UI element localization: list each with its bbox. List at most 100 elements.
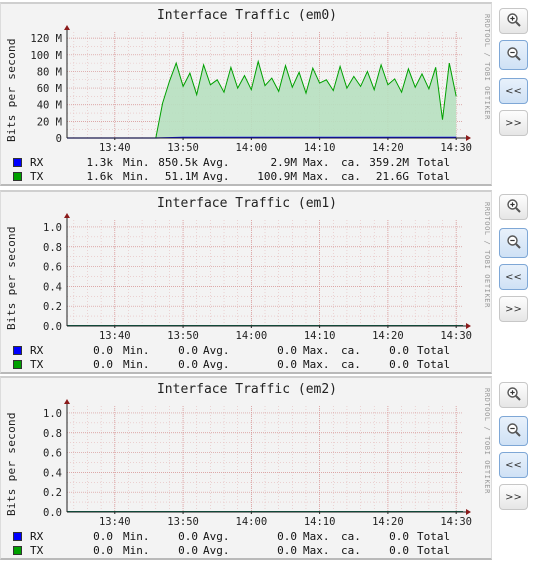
legend-avg-label: Avg. [203, 170, 230, 183]
back-button[interactable]: << [499, 264, 528, 290]
x-tick-label: 14:00 [236, 516, 268, 528]
legend-max: 2.9M [270, 156, 298, 169]
graph-panel-em0: Interface Traffic (em0) Bits per second … [0, 2, 538, 188]
legend-min: 0.0 [93, 358, 113, 371]
legend-total-label: Total [417, 358, 451, 371]
x-tick-label: 13:50 [167, 142, 199, 154]
zoom-out-button[interactable] [499, 416, 528, 446]
legend-avg: 850.5k [158, 156, 198, 169]
y-tick-label: 20 M [37, 116, 62, 128]
legend-min: 1.3k [86, 156, 114, 169]
legend-ca-label: ca. [341, 544, 361, 557]
back-button[interactable]: << [499, 452, 528, 478]
y-tick-label: 0.6 [43, 448, 62, 460]
legend-max-label: Max. [303, 544, 330, 557]
forward-button[interactable]: >> [499, 110, 528, 136]
legend-min: 1.6k [86, 170, 114, 183]
forward-button[interactable]: >> [499, 484, 528, 510]
x-tick-label: 13:50 [167, 516, 199, 528]
zoom-in-button[interactable] [499, 8, 528, 34]
x-axis-arrow [466, 509, 471, 515]
legend-min: 0.0 [93, 530, 113, 543]
y-tick-label: 0.8 [43, 242, 62, 254]
zoom-out-button[interactable] [499, 40, 528, 70]
tx-area [67, 61, 457, 138]
forward-button[interactable]: >> [499, 296, 528, 322]
x-tick-label: 14:20 [372, 516, 404, 528]
legend-total: 21.6G [375, 170, 409, 183]
graph-panel-em2: Interface Traffic (em2) Bits per second … [0, 376, 538, 562]
y-tick-label: 120 M [30, 33, 62, 45]
graph-image-em2[interactable]: Interface Traffic (em2) Bits per second … [0, 376, 492, 560]
legend-max-label: Max. [303, 170, 330, 183]
graph-image-em1[interactable]: Interface Traffic (em1) Bits per second … [0, 190, 492, 374]
legend-avg-label: Avg. [203, 358, 230, 371]
plot-area: 13:40 13:50 14:00 14:10 14:20 14:30 0.0 0.2 0.4 0… [43, 399, 472, 528]
legend-max: 0.0 [277, 530, 297, 543]
zoom-out-icon [506, 46, 522, 65]
legend-total-label: Total [417, 544, 451, 557]
legend-min-label: Min. [123, 544, 150, 557]
legend-ca-label: ca. [341, 530, 361, 543]
y-tick-label: 0.2 [43, 301, 62, 313]
legend-min-label: Min. [123, 156, 150, 169]
y-axis-arrow [64, 213, 70, 218]
legend-min-label: Min. [123, 170, 150, 183]
legend-max: 0.0 [277, 344, 297, 357]
legend-swatch-rx [13, 158, 22, 167]
zoom-in-icon [506, 12, 522, 31]
y-tick-label: 0 [56, 133, 62, 145]
legend-avg-label: Avg. [203, 156, 230, 169]
legend-min-label: Min. [123, 344, 150, 357]
back-button[interactable]: << [499, 78, 528, 104]
legend-max-label: Max. [303, 344, 330, 357]
legend-swatch-rx [13, 346, 22, 355]
legend-swatch-rx [13, 532, 22, 541]
legend-max-label: Max. [303, 530, 330, 543]
legend-min: 0.0 [93, 544, 113, 557]
legend-ca-label: ca. [341, 156, 361, 169]
legend-ca-label: ca. [341, 344, 361, 357]
legend-ca-label: ca. [341, 358, 361, 371]
legend-min-label: Min. [123, 358, 150, 371]
zoom-out-icon [506, 422, 522, 441]
legend-max: 100.9M [257, 170, 297, 183]
legend-name: RX [30, 530, 44, 543]
x-tick-label: 14:30 [440, 142, 472, 154]
legend-avg: 0.0 [178, 358, 198, 371]
graph-title: Interface Traffic (em2) [156, 382, 337, 397]
x-tick-label: 14:20 [372, 330, 404, 342]
y-tick-label: 1.0 [43, 222, 62, 234]
x-tick-label: 14:10 [304, 142, 336, 154]
legend-max-label: Max. [303, 358, 330, 371]
zoom-out-button[interactable] [499, 228, 528, 258]
legend-avg: 51.1M [164, 170, 198, 183]
x-tick-label: 14:20 [372, 142, 404, 154]
zoom-in-button[interactable] [499, 382, 528, 408]
zoom-in-button[interactable] [499, 194, 528, 220]
y-tick-label: 0.0 [43, 507, 62, 519]
legend-avg: 0.0 [178, 344, 198, 357]
y-tick-label: 0.8 [43, 428, 62, 440]
x-tick-label: 14:10 [304, 516, 336, 528]
y-tick-label: 1.0 [43, 408, 62, 420]
y-tick-label: 0.4 [43, 281, 62, 293]
y-tick-label: 80 M [37, 66, 62, 78]
y-tick-label: 100 M [30, 50, 62, 62]
x-tick-label: 13:40 [99, 330, 131, 342]
graph-title: Interface Traffic (em0) [156, 8, 337, 23]
zoom-in-icon [506, 386, 522, 405]
graph-image-em0[interactable]: Interface Traffic (em0) Bits per second … [0, 2, 492, 186]
zoom-in-icon [506, 198, 522, 217]
legend-max-label: Max. [303, 156, 330, 169]
x-tick-label: 14:00 [236, 142, 268, 154]
legend-swatch-tx [13, 172, 22, 181]
legend-name: RX [30, 344, 44, 357]
legend-name: TX [30, 170, 44, 183]
y-tick-label: 0.0 [43, 321, 62, 333]
y-axis-arrow [64, 25, 70, 30]
y-tick-label: 0.2 [43, 487, 62, 499]
zoom-out-icon [506, 234, 522, 253]
y-axis-arrow [64, 399, 70, 404]
legend-total: 0.0 [389, 544, 409, 557]
